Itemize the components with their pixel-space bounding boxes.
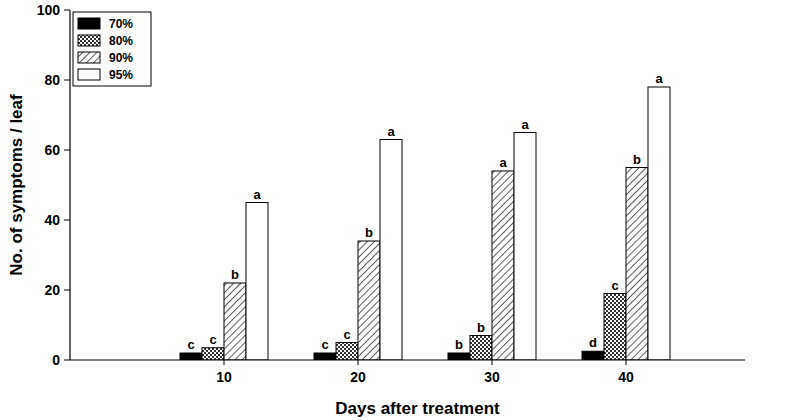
legend-swatch: [78, 18, 100, 29]
legend: 70% 80% 90% 95%: [73, 12, 151, 86]
legend-label: 95%: [109, 68, 133, 82]
bar: [604, 294, 626, 361]
x-tick: [224, 360, 225, 365]
bar: [514, 133, 536, 361]
x-tick-label: 20: [350, 369, 366, 385]
x-axis: [70, 359, 745, 360]
chart: 020406080100ccbdccbcbbabaaaa10203040Days…: [0, 0, 802, 420]
y-tick-label: 20: [44, 282, 60, 298]
bar: [492, 171, 514, 360]
chart-container: 020406080100ccbdccbcbbabaaaa10203040Days…: [0, 0, 802, 420]
significance-letter: a: [499, 155, 507, 170]
y-tick: [64, 80, 70, 81]
legend-swatch: [78, 35, 100, 46]
significance-letter: c: [611, 278, 618, 293]
y-tick: [64, 150, 70, 151]
bar-letters: ccbdccbcbbabaaaa: [187, 71, 663, 352]
y-tick: [64, 290, 70, 291]
significance-letter: a: [387, 124, 395, 139]
bar: [380, 140, 402, 361]
significance-letter: a: [253, 187, 261, 202]
y-axis: [69, 10, 70, 360]
legend-label: 70%: [109, 17, 133, 31]
x-tick: [626, 360, 627, 365]
significance-letter: b: [477, 320, 485, 335]
significance-letter: b: [633, 152, 641, 167]
bar: [202, 348, 224, 360]
significance-letter: c: [321, 337, 328, 352]
significance-letter: d: [589, 335, 597, 350]
x-tick: [358, 360, 359, 365]
x-axis-title: Days after treatment: [335, 399, 500, 418]
significance-letter: b: [455, 337, 463, 352]
legend-label: 80%: [109, 34, 133, 48]
bar: [314, 353, 336, 360]
legend-swatch: [78, 69, 100, 80]
significance-letter: c: [343, 327, 350, 342]
y-tick: [64, 220, 70, 221]
y-tick-label: 0: [52, 352, 60, 368]
x-tick-label: 10: [216, 369, 232, 385]
bar: [358, 241, 380, 360]
significance-letter: c: [187, 337, 194, 352]
y-tick: [64, 360, 70, 361]
legend-box: [73, 12, 151, 86]
y-tick: [64, 10, 70, 11]
y-tick-label: 80: [44, 72, 60, 88]
significance-letter: a: [655, 71, 663, 86]
bar: [626, 168, 648, 361]
legend-label: 90%: [109, 51, 133, 65]
bar: [180, 353, 202, 360]
bars: [180, 87, 670, 360]
y-tick-label: 60: [44, 142, 60, 158]
significance-letter: b: [231, 267, 239, 282]
y-axis-title: No. of symptoms / leaf: [7, 94, 26, 276]
bar: [470, 336, 492, 361]
bar: [336, 343, 358, 361]
legend-swatch: [78, 52, 100, 63]
x-tick-label: 40: [618, 369, 634, 385]
y-tick-label: 100: [37, 2, 61, 18]
bar: [224, 283, 246, 360]
significance-letter: a: [521, 117, 529, 132]
y-tick-label: 40: [44, 212, 60, 228]
x-tick: [492, 360, 493, 365]
significance-letter: c: [209, 332, 216, 347]
bar: [582, 351, 604, 360]
significance-letter: b: [365, 225, 373, 240]
x-tick-label: 30: [484, 369, 500, 385]
bar: [448, 353, 470, 360]
bar: [246, 203, 268, 361]
bar: [648, 87, 670, 360]
